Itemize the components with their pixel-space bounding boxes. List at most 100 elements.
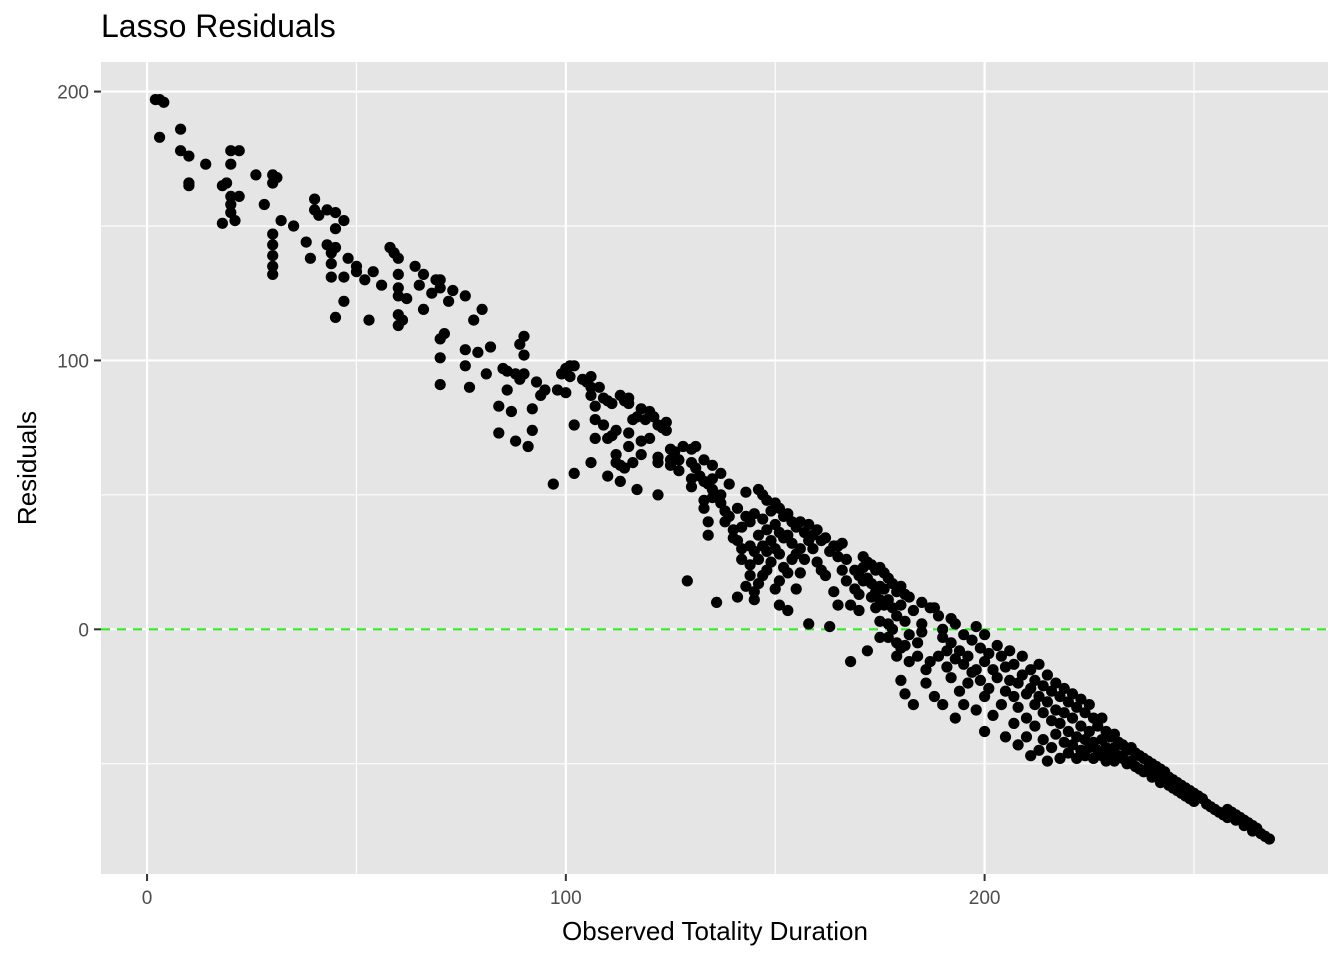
data-point [401,293,413,305]
data-point [493,400,505,412]
data-point [962,677,974,689]
data-point [711,596,723,609]
data-point [941,661,953,673]
data-point [652,489,664,501]
data-point [1263,833,1275,845]
data-point [673,454,685,466]
x-axis-title: Observed Totality Duration [562,916,868,946]
data-point [225,158,237,170]
data-point [1020,731,1033,743]
data-point [903,591,915,603]
data-point [937,699,949,711]
data-point [819,569,832,582]
data-point [891,610,903,622]
data-point [392,290,404,302]
data-point [773,575,786,587]
data-point [752,553,765,566]
data-point [979,629,991,641]
data-point [623,440,635,453]
data-point [518,330,530,342]
x-axis: 0 100 200 [142,874,1000,909]
data-point [376,279,388,291]
data-point [886,623,899,635]
data-point [463,381,476,393]
data-point [434,274,446,286]
data-point [459,344,471,356]
data-point [585,457,597,469]
data-point [304,252,316,264]
data-point [275,215,287,227]
data-point [660,424,672,436]
data-point [836,564,848,576]
data-point [723,510,735,522]
data-point [903,656,915,668]
data-point [773,548,786,560]
data-point [258,198,270,211]
data-points [149,94,1275,845]
data-point [937,631,949,644]
data-point [225,145,237,157]
data-point [744,559,756,571]
data-point [568,419,580,431]
data-point [1025,750,1037,762]
data-point [589,414,601,426]
data-point [874,631,886,644]
data-point [409,260,421,272]
data-point [434,352,446,364]
data-point [991,672,1003,684]
data-point [631,483,643,496]
data-point [803,618,815,630]
data-point [522,440,534,453]
data-point [518,349,530,361]
data-point [664,459,677,471]
data-point [899,639,911,652]
data-point [790,583,802,595]
data-point [928,690,941,703]
data-point [233,145,245,157]
data-point [731,502,744,514]
y-tick-label: 200 [57,83,89,104]
data-point [958,699,970,711]
data-point [459,290,471,302]
data-point [288,220,300,232]
data-point [995,699,1008,711]
data-point [602,470,614,482]
data-point [987,709,999,722]
data-point [1083,699,1095,711]
data-point [702,529,714,541]
data-point [623,397,635,410]
data-point [1029,674,1041,687]
data-point [1050,677,1062,689]
data-point [1075,693,1087,705]
data-point [983,647,995,660]
data-point [1020,712,1033,724]
data-point [271,172,283,184]
data-point [932,650,945,662]
data-point [568,360,580,372]
data-point [1033,658,1045,670]
data-point [736,521,748,533]
data-point [706,483,719,496]
data-point [895,599,907,611]
data-point [1004,645,1016,657]
x-tick-label: 100 [550,888,582,909]
data-point [744,569,756,582]
data-point [974,642,987,654]
data-point [1037,734,1049,746]
data-point [1050,728,1062,740]
data-point [949,618,961,630]
data-point [740,486,752,498]
data-point [706,473,719,485]
data-point [652,457,664,469]
major-grid [101,62,1328,874]
data-point [878,583,890,595]
data-point [1054,752,1066,765]
data-point [325,271,337,283]
data-point [472,346,484,358]
data-point [916,618,928,630]
data-point [874,615,886,627]
data-point [819,532,832,544]
data-point [1008,717,1020,730]
data-point [267,260,279,272]
data-point [183,150,195,162]
